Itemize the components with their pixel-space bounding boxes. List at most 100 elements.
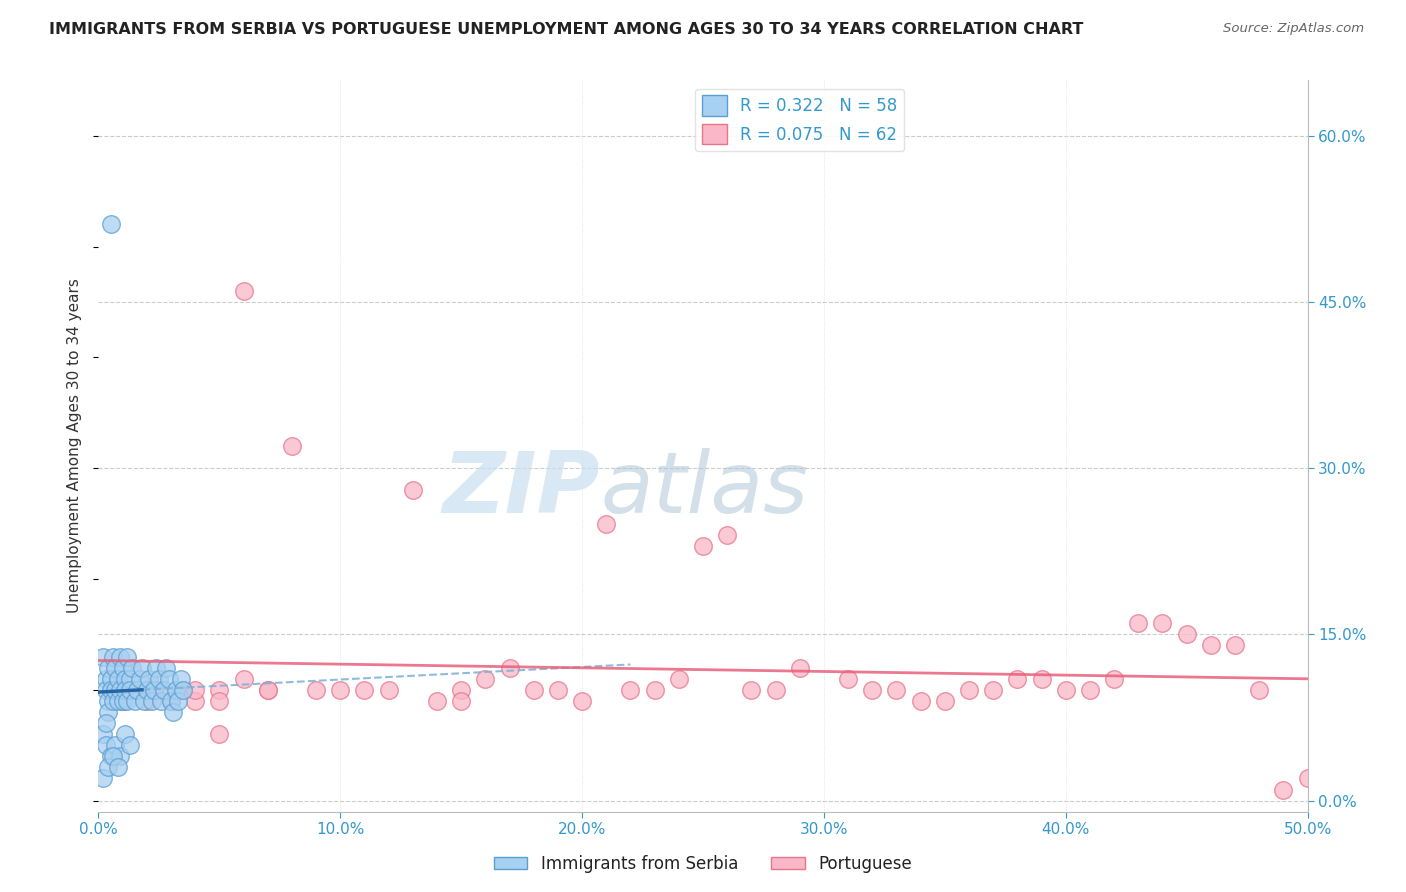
Point bbox=[107, 694, 129, 708]
Point bbox=[426, 694, 449, 708]
Point bbox=[94, 682, 117, 697]
Point bbox=[165, 682, 187, 697]
Point bbox=[141, 694, 163, 708]
Point bbox=[134, 694, 156, 708]
Legend: R = 0.322   N = 58, R = 0.075   N = 62: R = 0.322 N = 58, R = 0.075 N = 62 bbox=[696, 88, 904, 151]
Point bbox=[450, 694, 472, 708]
Point bbox=[138, 672, 160, 686]
Point bbox=[127, 682, 149, 697]
Point bbox=[547, 682, 569, 697]
Point bbox=[135, 694, 157, 708]
Point bbox=[108, 649, 131, 664]
Point bbox=[101, 649, 124, 664]
Point bbox=[184, 682, 207, 697]
Point bbox=[117, 694, 139, 708]
Point bbox=[232, 284, 254, 298]
Point bbox=[131, 660, 153, 674]
Text: atlas: atlas bbox=[600, 449, 808, 532]
Point bbox=[91, 649, 114, 664]
Point bbox=[1175, 627, 1198, 641]
Point bbox=[740, 682, 762, 697]
Point bbox=[184, 694, 207, 708]
Point bbox=[108, 682, 131, 697]
Point bbox=[1223, 639, 1246, 653]
Point bbox=[1031, 672, 1053, 686]
Point bbox=[91, 772, 114, 786]
Point bbox=[668, 672, 690, 686]
Point bbox=[644, 682, 666, 697]
Point bbox=[789, 660, 811, 674]
Point bbox=[97, 694, 120, 708]
Point bbox=[256, 682, 278, 697]
Point bbox=[117, 649, 139, 664]
Point bbox=[595, 516, 617, 531]
Point bbox=[498, 660, 520, 674]
Point bbox=[1078, 682, 1101, 697]
Point bbox=[208, 727, 231, 741]
Point bbox=[135, 682, 157, 697]
Text: ZIP: ZIP bbox=[443, 449, 600, 532]
Point bbox=[148, 682, 170, 697]
Point bbox=[114, 682, 136, 697]
Point bbox=[256, 682, 278, 697]
Point bbox=[981, 682, 1004, 697]
Text: IMMIGRANTS FROM SERBIA VS PORTUGUESE UNEMPLOYMENT AMONG AGES 30 TO 34 YEARS CORR: IMMIGRANTS FROM SERBIA VS PORTUGUESE UNE… bbox=[49, 22, 1084, 37]
Point bbox=[837, 672, 859, 686]
Point bbox=[128, 672, 150, 686]
Point bbox=[107, 760, 129, 774]
Point bbox=[111, 694, 134, 708]
Point bbox=[1272, 782, 1295, 797]
Point bbox=[97, 660, 120, 674]
Point bbox=[94, 738, 117, 752]
Point bbox=[100, 218, 122, 232]
Point bbox=[104, 660, 127, 674]
Point bbox=[765, 682, 787, 697]
Point bbox=[160, 694, 183, 708]
Point bbox=[148, 672, 170, 686]
Point bbox=[571, 694, 593, 708]
Point bbox=[619, 682, 641, 697]
Point bbox=[94, 672, 117, 686]
Point bbox=[124, 682, 146, 697]
Point bbox=[104, 738, 127, 752]
Point bbox=[1128, 616, 1150, 631]
Point bbox=[1054, 682, 1077, 697]
Point bbox=[118, 738, 141, 752]
Point bbox=[94, 716, 117, 731]
Point bbox=[160, 694, 183, 708]
Point bbox=[100, 682, 122, 697]
Point bbox=[111, 694, 134, 708]
Point bbox=[172, 682, 194, 697]
Point bbox=[329, 682, 352, 697]
Point bbox=[692, 539, 714, 553]
Point bbox=[474, 672, 496, 686]
Point bbox=[155, 660, 177, 674]
Point bbox=[169, 672, 191, 686]
Point bbox=[111, 694, 134, 708]
Point bbox=[957, 682, 980, 697]
Point bbox=[100, 749, 122, 764]
Point bbox=[118, 672, 141, 686]
Point bbox=[121, 660, 143, 674]
Point bbox=[101, 694, 124, 708]
Point bbox=[1249, 682, 1271, 697]
Point bbox=[97, 705, 120, 719]
Point bbox=[97, 760, 120, 774]
Point bbox=[91, 727, 114, 741]
Point bbox=[305, 682, 328, 697]
Point bbox=[143, 682, 166, 697]
Point bbox=[101, 749, 124, 764]
Point bbox=[104, 682, 127, 697]
Point bbox=[100, 682, 122, 697]
Legend: Immigrants from Serbia, Portuguese: Immigrants from Serbia, Portuguese bbox=[488, 848, 918, 880]
Point bbox=[114, 727, 136, 741]
Point bbox=[107, 672, 129, 686]
Point bbox=[1102, 672, 1125, 686]
Point bbox=[135, 682, 157, 697]
Point bbox=[124, 694, 146, 708]
Point bbox=[208, 682, 231, 697]
Point bbox=[716, 527, 738, 541]
Point bbox=[162, 705, 184, 719]
Point bbox=[1152, 616, 1174, 631]
Point bbox=[450, 682, 472, 697]
